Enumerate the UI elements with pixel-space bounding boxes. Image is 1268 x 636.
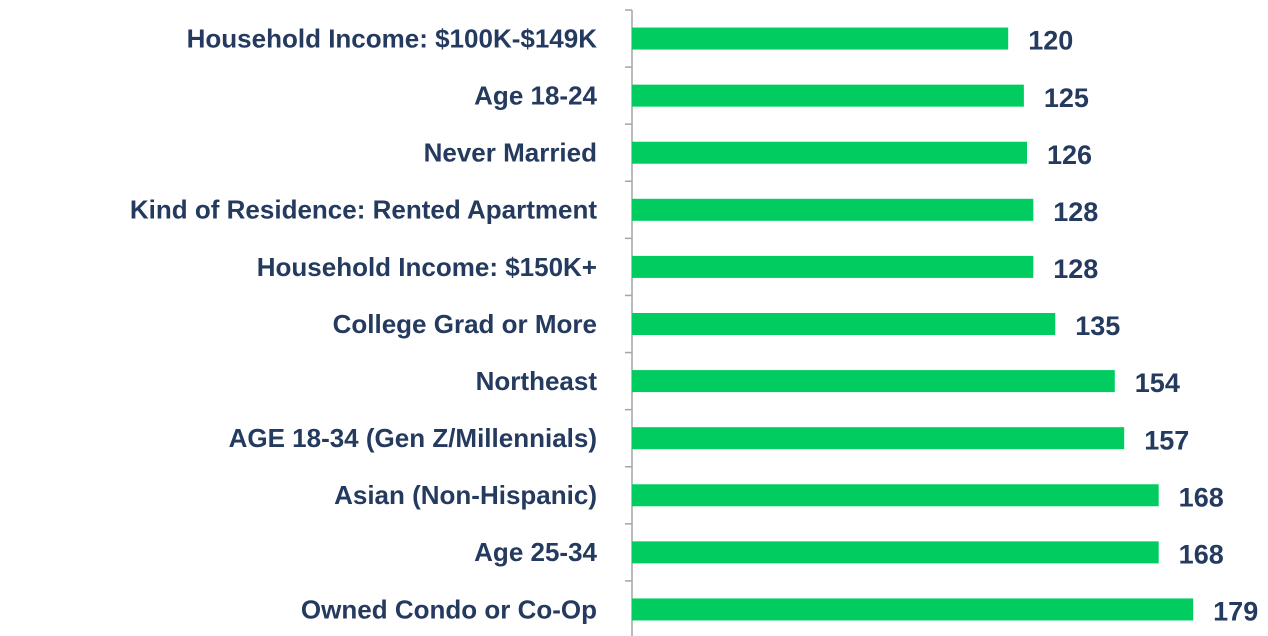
bar	[632, 27, 1009, 50]
value-label: 128	[1053, 254, 1098, 284]
bar	[632, 598, 1194, 621]
bar	[632, 198, 1034, 221]
value-label: 168	[1179, 482, 1224, 512]
category-label: College Grad or More	[333, 309, 597, 339]
value-label: 168	[1179, 539, 1224, 569]
bar	[632, 427, 1125, 450]
category-label: Owned Condo or Co-Op	[301, 594, 597, 624]
value-label: 179	[1213, 597, 1258, 627]
bar	[632, 313, 1056, 335]
value-label: 126	[1047, 140, 1092, 170]
bar	[632, 370, 1115, 393]
bar	[632, 484, 1159, 507]
bar	[632, 255, 1034, 278]
value-label: 120	[1028, 26, 1073, 56]
value-label: 154	[1135, 368, 1180, 398]
category-label: Household Income: $100K-$149K	[187, 23, 598, 53]
value-label: 135	[1075, 311, 1120, 341]
value-label: 125	[1044, 83, 1089, 113]
category-label: Never Married	[424, 138, 597, 168]
category-label: Kind of Residence: Rented Apartment	[130, 195, 597, 225]
category-label: Asian (Non-Hispanic)	[334, 480, 597, 510]
category-label: Age 18-24	[474, 81, 597, 111]
bar	[632, 141, 1028, 164]
category-label: Household Income: $150K+	[257, 252, 597, 282]
category-label: Northeast	[476, 366, 598, 396]
value-label: 157	[1144, 425, 1189, 455]
category-label: Age 25-34	[474, 537, 597, 567]
category-label: AGE 18-34 (Gen Z/Millennials)	[229, 423, 597, 453]
bar	[632, 541, 1159, 564]
value-label: 128	[1053, 197, 1098, 227]
bar	[632, 84, 1024, 107]
